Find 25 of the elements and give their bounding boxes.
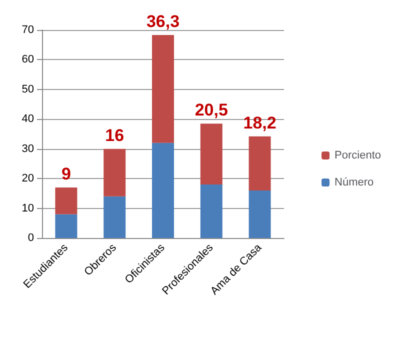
bar (104, 196, 126, 238)
data-label: 18,2 (243, 113, 276, 132)
data-label: 20,5 (194, 100, 228, 120)
y-tick-label: 10 (22, 202, 34, 214)
data-label: 36,3 (146, 12, 180, 32)
y-tick-label: 0 (28, 232, 34, 244)
bar (55, 187, 78, 214)
bar (248, 136, 271, 190)
y-tick-label: 20 (22, 172, 34, 185)
bar (152, 142, 174, 238)
y-tick-label: 30 (22, 142, 34, 155)
data-label: 16 (105, 126, 124, 145)
y-tick-label: 40 (22, 113, 34, 126)
bar (200, 184, 222, 238)
bar (152, 35, 174, 143)
bar (248, 190, 271, 238)
bar (104, 148, 126, 196)
y-tick-label: 50 (22, 83, 34, 96)
bar (200, 124, 222, 185)
legend-label: Porciento (334, 150, 382, 162)
data-label: 9 (61, 164, 71, 184)
y-tick-label: 70 (22, 24, 34, 36)
legend-label: Número (334, 176, 374, 188)
y-tick-label: 60 (22, 54, 34, 66)
bar (55, 214, 78, 238)
